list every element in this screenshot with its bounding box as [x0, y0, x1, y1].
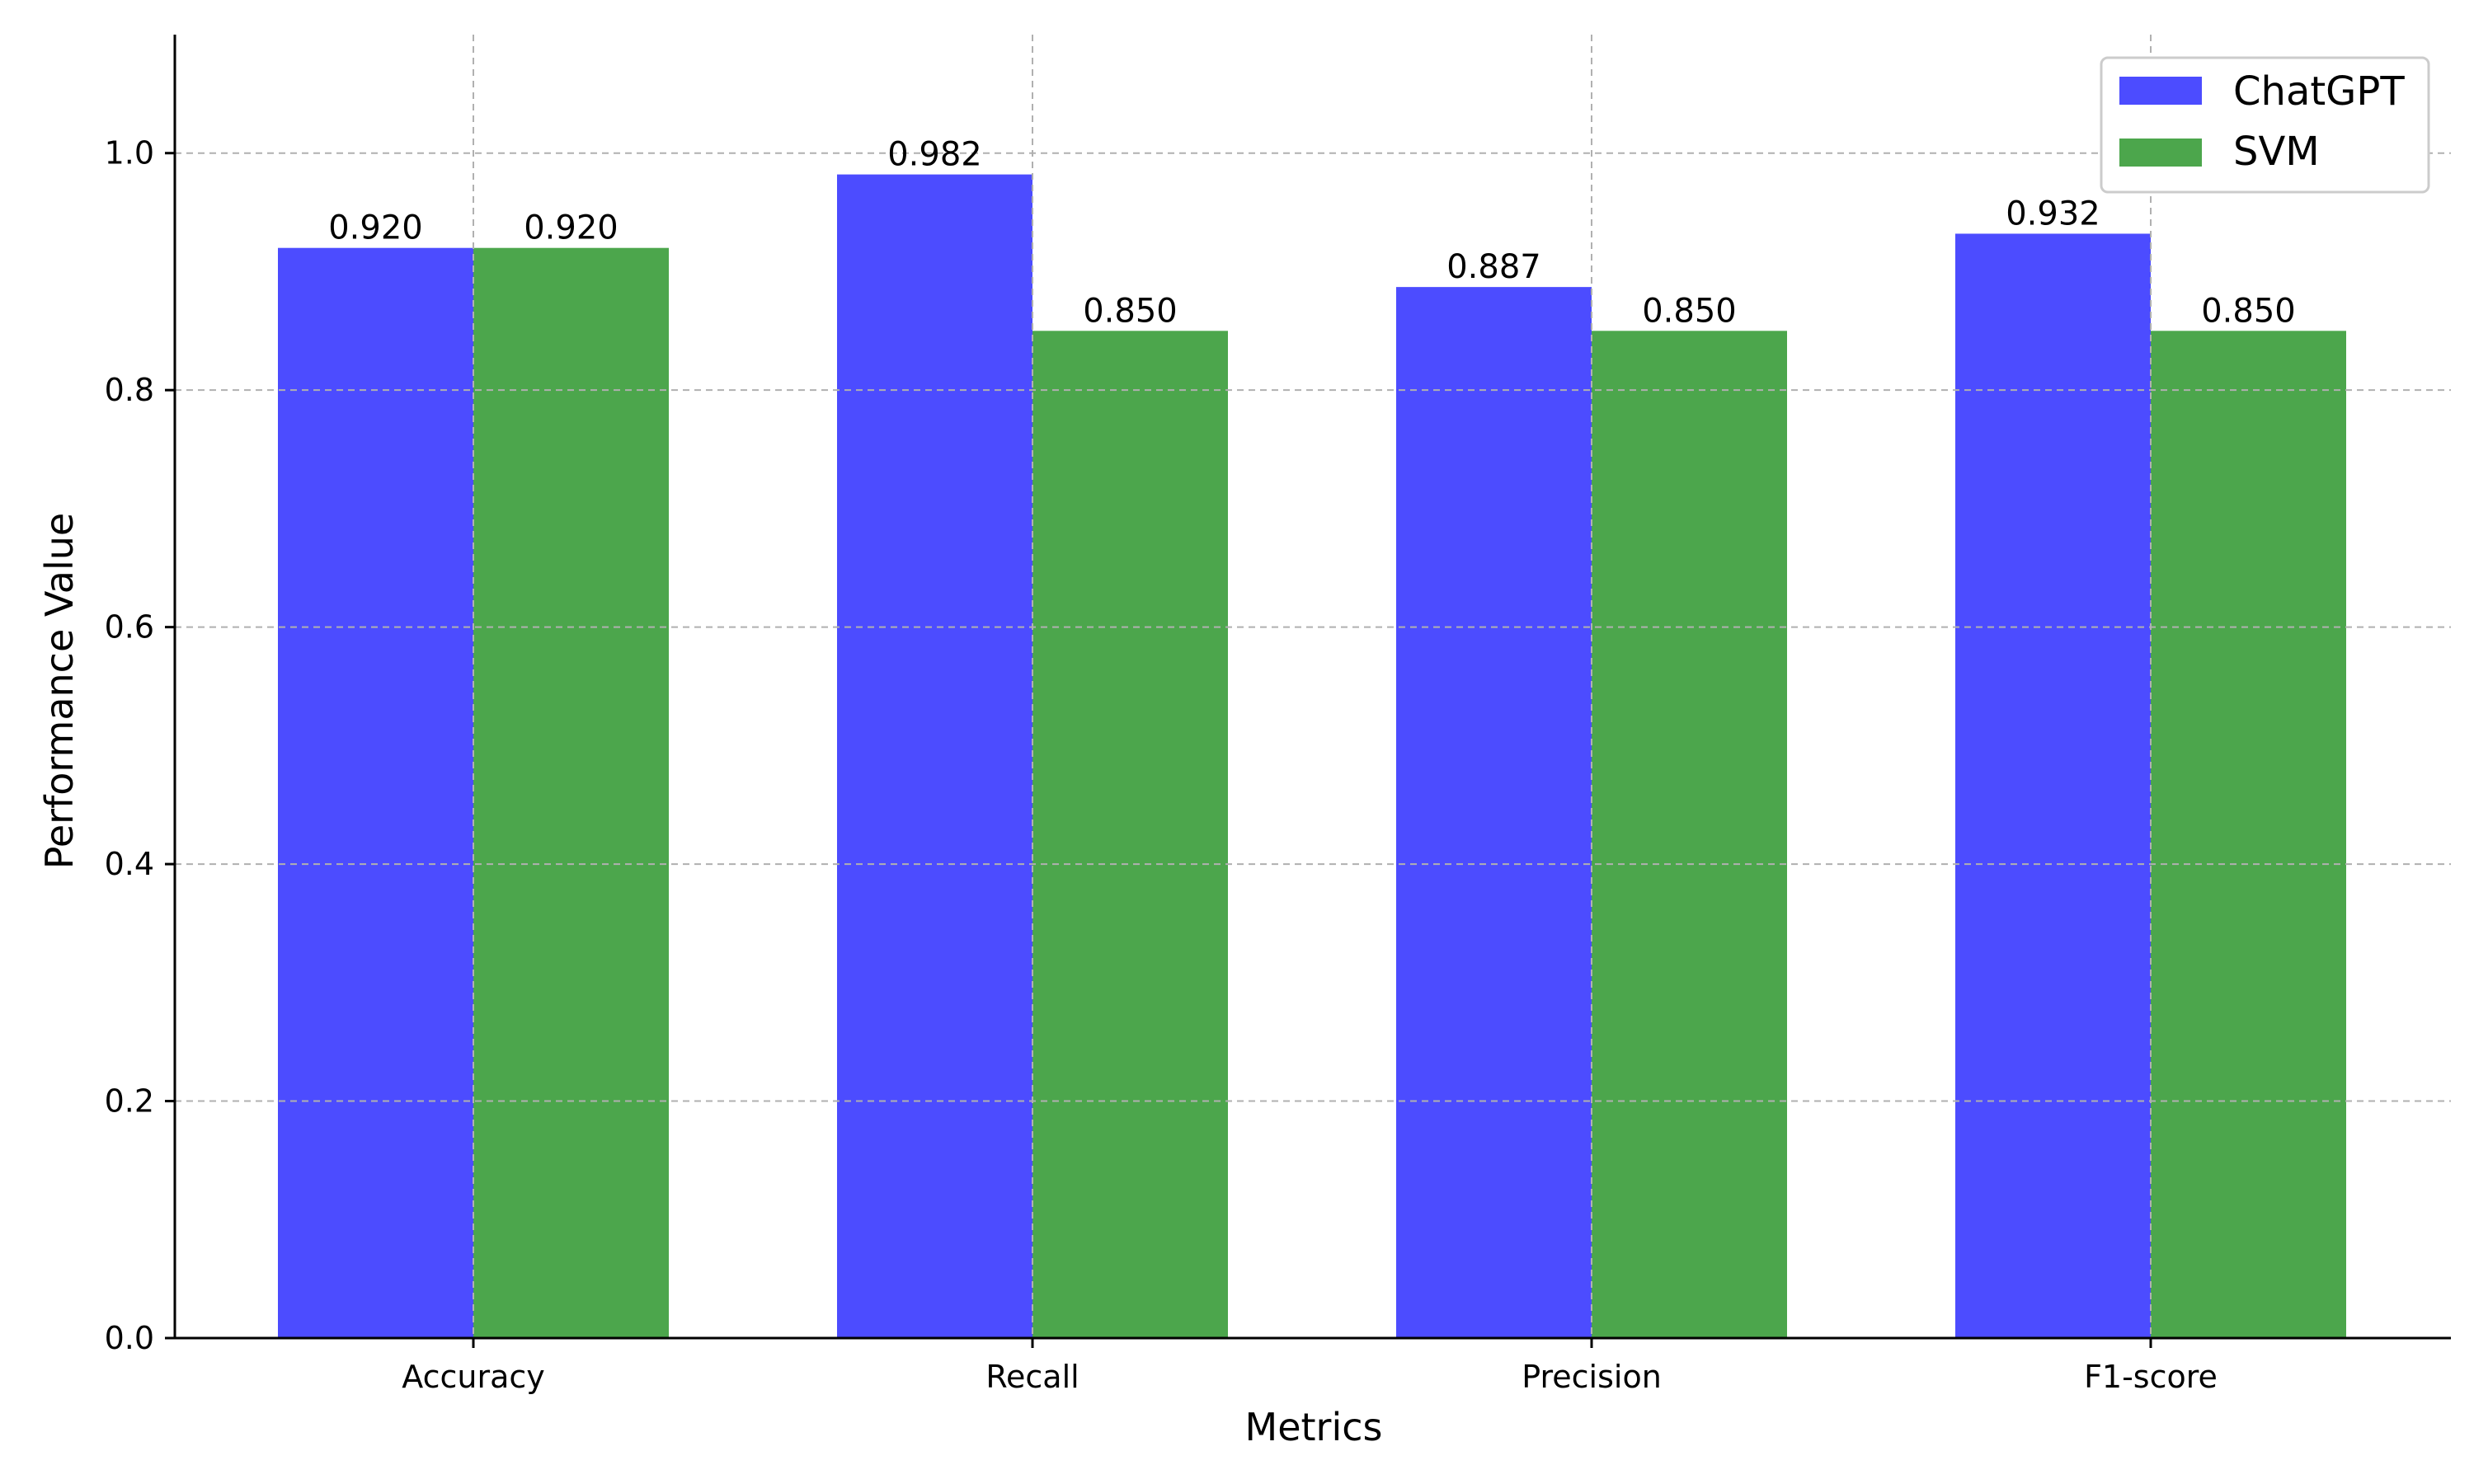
y-tick-label: 0.8	[105, 372, 154, 408]
y-tick-label: 0.4	[105, 846, 154, 882]
y-axis-title: Performance Value	[37, 513, 82, 869]
bar-svm-recall	[1032, 331, 1228, 1339]
bar-chatgpt-f1-score	[1955, 233, 2151, 1339]
x-tick-label-recall: Recall	[985, 1359, 1079, 1395]
legend: ChatGPT SVM	[2100, 56, 2430, 194]
axes-layer: 0.0 0.2 0.4 0.6 0.8 1.0 Accuracy Recall Precisio…	[105, 35, 2451, 1395]
bar-svm-precision	[1592, 331, 1787, 1339]
value-label-svm-f1-score: 0.850	[2201, 292, 2296, 330]
value-label-svm-recall: 0.850	[1083, 292, 1178, 330]
y-tick-label: 0.6	[105, 609, 154, 646]
value-label-svm-accuracy: 0.920	[524, 209, 618, 247]
bars-layer	[278, 174, 2346, 1339]
value-label-svm-precision: 0.850	[1642, 292, 1737, 330]
y-tick-label: 1.0	[105, 135, 154, 171]
legend-label-chatgpt: ChatGPT	[2233, 68, 2405, 115]
legend-swatch-svm	[2119, 139, 2202, 167]
x-tick-label-f1-score: F1-score	[2084, 1359, 2218, 1395]
grid-layer	[175, 35, 2451, 1338]
x-tick-label-accuracy: Accuracy	[402, 1359, 545, 1395]
bar-svm-accuracy	[473, 247, 669, 1338]
bar-chatgpt-recall	[837, 174, 1032, 1339]
bar-chatgpt-accuracy	[278, 247, 473, 1338]
x-tick-label-precision: Precision	[1522, 1359, 1662, 1395]
value-label-chatgpt-accuracy: 0.920	[328, 209, 423, 247]
value-labels-layer: 0.920 0.982 0.887 0.932 0.920 0.850 0.850 0.850	[328, 136, 2296, 331]
legend-label-svm: SVM	[2233, 129, 2320, 175]
y-tick-label: 0.2	[105, 1083, 154, 1120]
bar-chatgpt-precision	[1396, 287, 1592, 1338]
y-tick-label: 0.0	[105, 1320, 154, 1356]
value-label-chatgpt-precision: 0.887	[1446, 248, 1541, 286]
legend-swatch-chatgpt	[2119, 77, 2202, 105]
x-axis-title: Metrics	[1245, 1405, 1383, 1449]
value-label-chatgpt-recall: 0.982	[887, 136, 982, 174]
bar-svm-f1-score	[2151, 331, 2346, 1339]
value-label-chatgpt-f1-score: 0.932	[2006, 195, 2100, 232]
